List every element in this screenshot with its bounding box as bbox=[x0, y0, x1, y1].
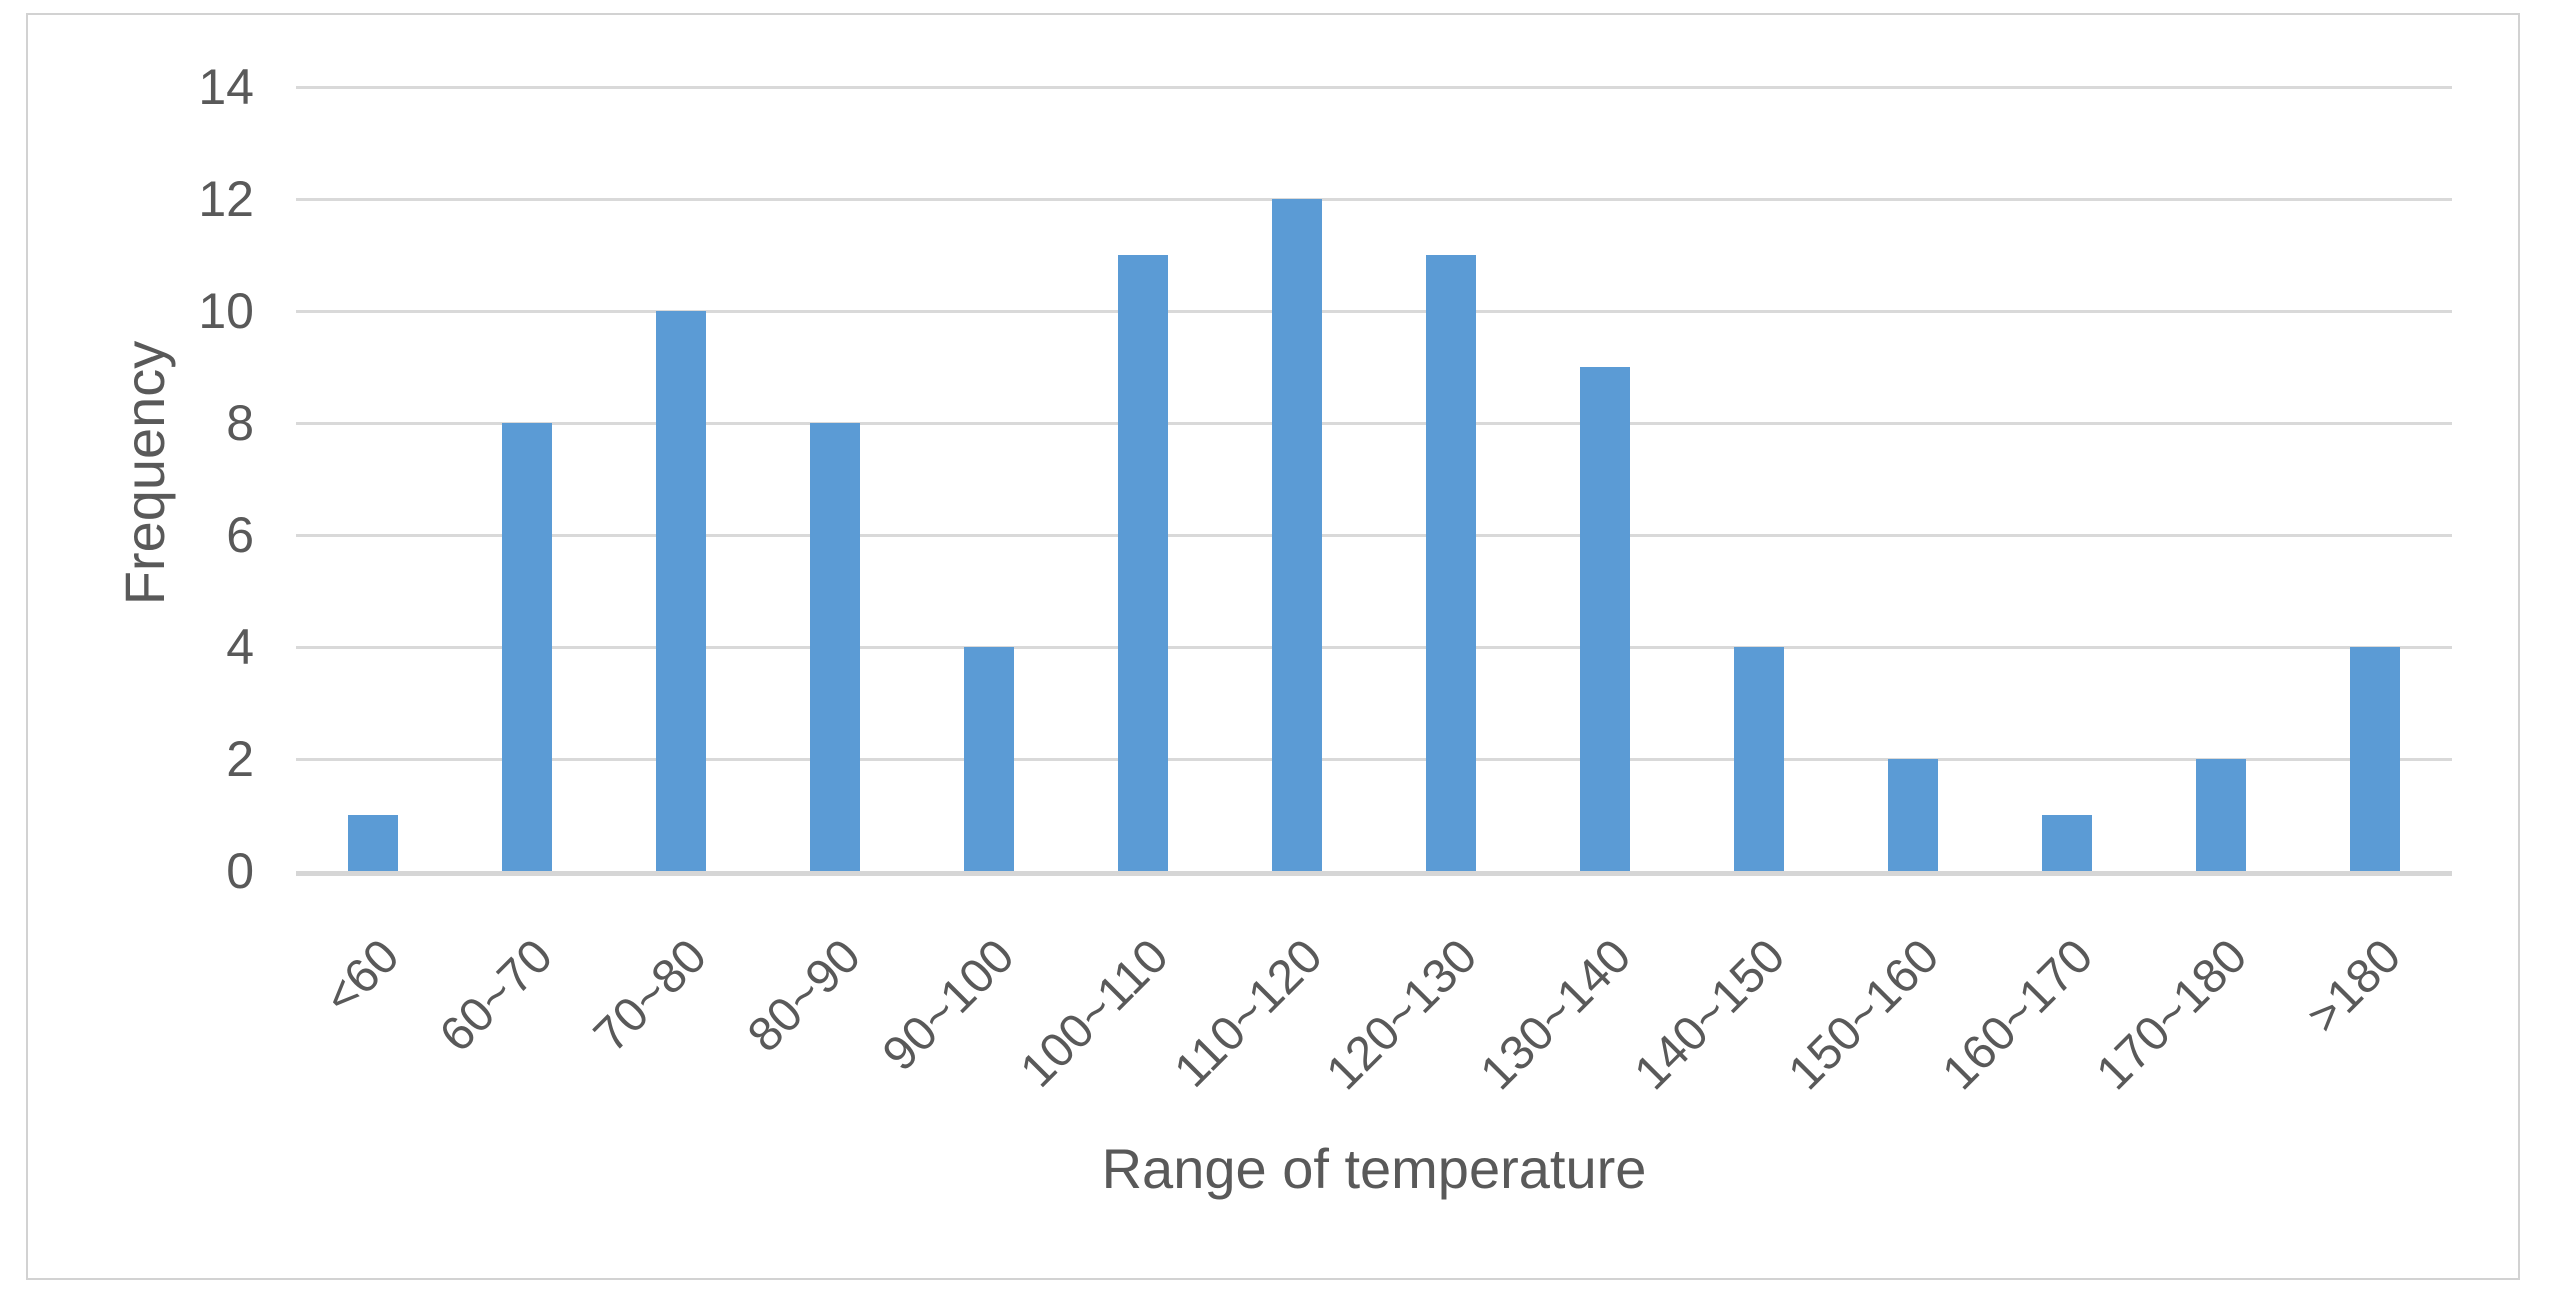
y-tick-label: 2 bbox=[226, 731, 254, 787]
bar bbox=[656, 311, 706, 871]
bar bbox=[1272, 199, 1322, 871]
bar bbox=[2350, 647, 2400, 871]
bar bbox=[1888, 759, 1938, 871]
x-tick-label-text: >180 bbox=[2297, 929, 2412, 1044]
gridline bbox=[296, 86, 2452, 89]
gridline bbox=[296, 534, 2452, 537]
x-tick-label-text: 80~90 bbox=[738, 929, 872, 1063]
bar bbox=[2196, 759, 2246, 871]
bar bbox=[810, 423, 860, 871]
x-tick-label-text: 120~130 bbox=[1316, 929, 1488, 1101]
gridline bbox=[296, 758, 2452, 761]
x-tick-label-text: 90~100 bbox=[873, 929, 1026, 1082]
x-tick-label-text: 150~160 bbox=[1778, 929, 1950, 1101]
x-tick-label-text: 160~170 bbox=[1932, 929, 2104, 1101]
bar bbox=[1426, 255, 1476, 871]
x-tick-label-text: 170~180 bbox=[2086, 929, 2258, 1101]
gridline bbox=[296, 422, 2452, 425]
x-tick-label-text: 140~150 bbox=[1624, 929, 1796, 1101]
x-tick-label-text: 110~120 bbox=[1165, 929, 1334, 1098]
bar bbox=[502, 423, 552, 871]
bar bbox=[1580, 367, 1630, 871]
bar bbox=[1734, 647, 1784, 871]
y-tick-label: 12 bbox=[198, 171, 254, 227]
x-tick-label-text: 60~70 bbox=[430, 929, 564, 1063]
plot-area bbox=[296, 86, 2452, 876]
y-tick-label: 0 bbox=[226, 843, 254, 899]
gridline bbox=[296, 198, 2452, 201]
bar bbox=[2042, 815, 2092, 871]
x-tick-label-text: 130~140 bbox=[1470, 929, 1642, 1101]
bar bbox=[348, 815, 398, 871]
x-axis-tick-labels: <60 60~70 70~80 80~90 90~100 100~110 110~120 12… bbox=[28, 15, 2518, 1278]
bar bbox=[964, 647, 1014, 871]
y-tick-label: 10 bbox=[198, 283, 254, 339]
y-tick-label: 8 bbox=[226, 395, 254, 451]
y-axis-tick-labels: 0 2 4 6 8 10 12 14 bbox=[28, 15, 2518, 1278]
gridline bbox=[296, 646, 2452, 649]
y-tick-label: 4 bbox=[226, 619, 254, 675]
y-tick-label: 14 bbox=[198, 59, 254, 115]
gridline bbox=[296, 310, 2452, 313]
y-tick-label: 6 bbox=[226, 507, 254, 563]
x-tick-label-text: 100~110 bbox=[1011, 929, 1180, 1098]
bar bbox=[1118, 255, 1168, 871]
x-tick-label-text: <60 bbox=[314, 929, 410, 1025]
x-tick-label-text: 70~80 bbox=[584, 929, 718, 1063]
x-axis-title: Range of temperature bbox=[1101, 1137, 1647, 1200]
chart-frame: Frequency 0 2 4 6 8 10 12 14 <60 60~70 70~80 80~90… bbox=[26, 13, 2520, 1280]
